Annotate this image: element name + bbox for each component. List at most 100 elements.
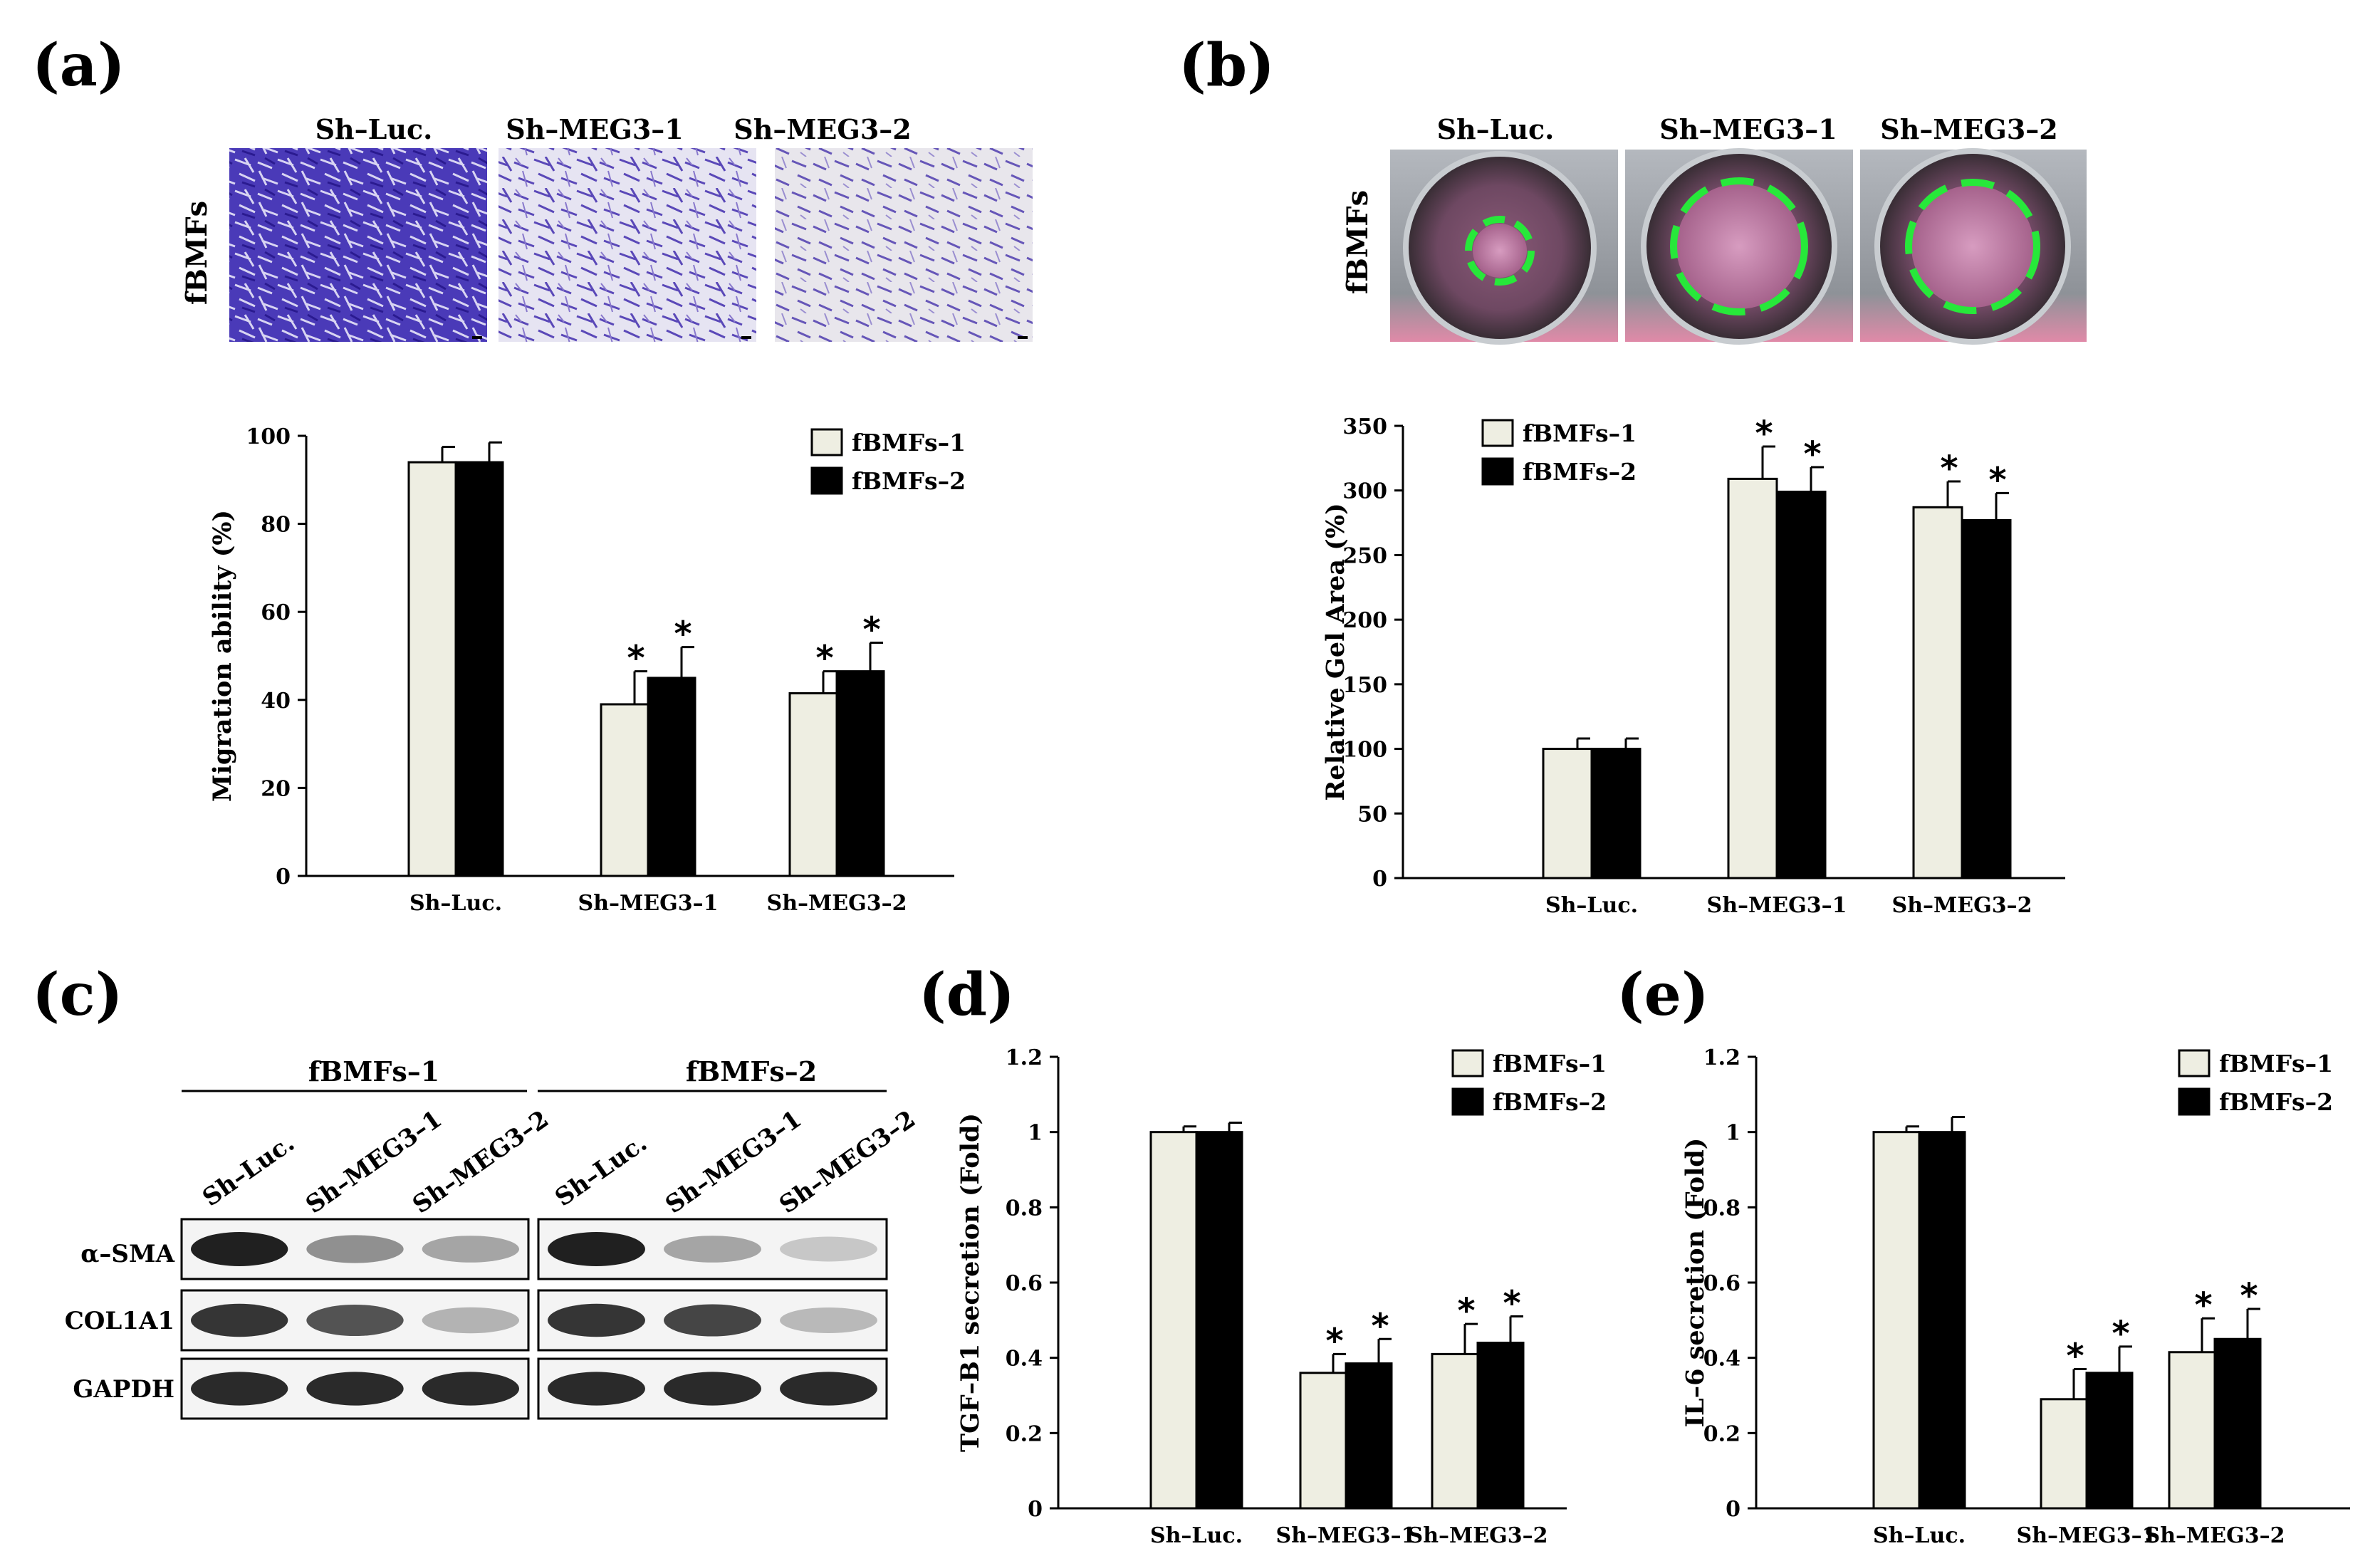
- x-tick-label: Sh–MEG3–1: [578, 891, 719, 916]
- gel-outline-shluc: [1465, 216, 1535, 286]
- bar: [1195, 1131, 1243, 1510]
- y-tick-label: 60: [261, 600, 291, 625]
- blot-row-label-gapdh: GAPDH: [73, 1375, 174, 1404]
- bar: [1431, 1352, 1479, 1510]
- significance-marker: *: [1803, 434, 1821, 474]
- bar: [1918, 1131, 1966, 1510]
- blot-band: [780, 1236, 877, 1262]
- y-tick-label: 20: [261, 776, 291, 801]
- blot-band: [664, 1304, 761, 1337]
- x-tick-label: Sh–Luc.: [409, 891, 502, 916]
- x-tick-label: Sh–MEG3–2: [1408, 1523, 1548, 1548]
- gel-outline-shmeg3-2: [1905, 179, 2040, 314]
- significance-marker: *: [1457, 1291, 1475, 1331]
- y-tick-label: 0.6: [1006, 1271, 1043, 1296]
- legend-label: fBMFs–2: [1523, 458, 1637, 486]
- blot-lane-label-1-1: Sh–Luc.: [197, 1129, 300, 1212]
- blot-band: [548, 1232, 645, 1266]
- y-tick-label: 0.8: [1006, 1196, 1043, 1221]
- y-tick-label: 0: [1726, 1497, 1740, 1522]
- significance-marker: *: [2066, 1337, 2084, 1377]
- y-tick-label: 80: [261, 513, 291, 538]
- legend-label: fBMFs–2: [852, 467, 966, 495]
- bar: [1775, 491, 1827, 879]
- chart-d-tgfb1: 0 0.2 0.4 0.6 0.8 1 1.2 TGF–B1 secretion (Fold)…: [956, 1045, 1607, 1548]
- gel-outline-shmeg3-1: [1670, 177, 1808, 315]
- blot-band: [548, 1372, 645, 1406]
- blot-band: [548, 1303, 645, 1337]
- blot-lane-label-2-1: Sh–Luc.: [550, 1129, 652, 1212]
- significance-marker: *: [1755, 414, 1773, 454]
- significance-marker: *: [1503, 1284, 1520, 1324]
- x-tick-label: Sh–MEG3–2: [767, 891, 907, 916]
- gel-disc-shmeg3-1: [1676, 184, 1802, 309]
- y-tick-label: 0.2: [1703, 1421, 1740, 1446]
- significance-marker: *: [815, 639, 833, 679]
- x-tick-label: Sh–MEG3–1: [1276, 1523, 1416, 1548]
- legend-swatch: [1451, 1087, 1484, 1116]
- panel-label-c: (c): [32, 961, 123, 1029]
- y-tick-label: 1.2: [1006, 1045, 1043, 1070]
- blot-band: [306, 1372, 404, 1406]
- y-tick-label: 300: [1342, 479, 1387, 504]
- legend-swatch: [810, 466, 843, 495]
- bar: [1872, 1131, 1921, 1510]
- legend-label: fBMFs–1: [1493, 1050, 1607, 1077]
- x-tick-label: Sh–MEG3–2: [1892, 893, 2032, 918]
- legend-label: fBMFs–1: [2219, 1050, 2333, 1077]
- blot-group-label-2: fBMFs–2: [686, 1055, 817, 1087]
- x-tick-label: Sh–Luc.: [1873, 1523, 1966, 1548]
- blot-band: [422, 1236, 520, 1263]
- bar: [454, 461, 504, 877]
- panel-label-e: (e): [1617, 961, 1709, 1029]
- y-axis-label: TGF–B1 secretion (Fold): [956, 1113, 985, 1452]
- bar: [1961, 518, 2012, 879]
- y-tick-label: 0: [1372, 867, 1387, 892]
- y-tick-label: 0: [276, 865, 291, 889]
- gel-disc-shluc: [1473, 224, 1527, 278]
- y-axis-label: Relative Gel Area (%): [1321, 503, 1350, 800]
- bar: [1476, 1342, 1525, 1510]
- blot-band: [780, 1307, 877, 1333]
- y-tick-label: 0.6: [1703, 1271, 1740, 1296]
- bar: [2213, 1337, 2262, 1510]
- bar: [1590, 748, 1642, 879]
- y-tick-label: 0.4: [1006, 1347, 1043, 1372]
- bar: [647, 677, 696, 877]
- bar: [2085, 1372, 2134, 1510]
- blot-row-label-col1a1: COL1A1: [65, 1307, 174, 1335]
- x-tick-label: Sh–Luc.: [1545, 893, 1638, 918]
- panel-b-photos: Sh–Luc. Sh–MEG3–1 Sh–MEG3–2 fBMFs: [1341, 113, 2087, 345]
- y-tick-label: 200: [1342, 608, 1387, 633]
- legend-label: fBMFs–2: [2219, 1088, 2333, 1116]
- significance-marker: *: [1940, 449, 1958, 489]
- panel-a-header-shmeg3-2: Sh–MEG3–2: [734, 113, 911, 145]
- bar: [788, 692, 838, 877]
- panel-a-header-shmeg3-1: Sh–MEG3–1: [506, 113, 683, 145]
- y-tick-label: 350: [1342, 414, 1387, 439]
- y-tick-label: 0.8: [1703, 1196, 1740, 1221]
- significance-marker: *: [1325, 1321, 1343, 1361]
- legend-swatch: [2178, 1087, 2211, 1116]
- panel-c-western-blot: fBMFs–1 fBMFs–2 Sh–Luc. Sh–MEG3–1 Sh–MEG…: [65, 1055, 921, 1420]
- y-tick-label: 1: [1726, 1121, 1740, 1146]
- significance-marker: *: [2194, 1285, 2212, 1325]
- blot-band: [422, 1372, 520, 1406]
- y-tick-label: 1: [1028, 1121, 1043, 1146]
- bar: [407, 461, 457, 877]
- micrograph-shmeg3-2: [775, 148, 1033, 342]
- panel-b-header-shmeg3-2: Sh–MEG3–2: [1880, 113, 2057, 145]
- y-tick-label: 40: [261, 689, 291, 714]
- x-tick-label: Sh–MEG3–1: [2017, 1523, 2157, 1548]
- panel-label-d: (d): [919, 961, 1015, 1029]
- y-tick-label: 150: [1342, 673, 1387, 698]
- chart-b-gel-area: 0 50 100 150 200 250 300 350 Relative Gel Area (…: [1321, 414, 2065, 918]
- bar: [2040, 1398, 2088, 1510]
- y-tick-label: 100: [246, 424, 291, 449]
- bar: [835, 670, 885, 877]
- y-tick-label: 100: [1342, 738, 1387, 763]
- significance-marker: *: [2240, 1276, 2258, 1316]
- panel-label-b: (b): [1179, 31, 1275, 100]
- panel-a-header-shluc: Sh–Luc.: [315, 113, 433, 145]
